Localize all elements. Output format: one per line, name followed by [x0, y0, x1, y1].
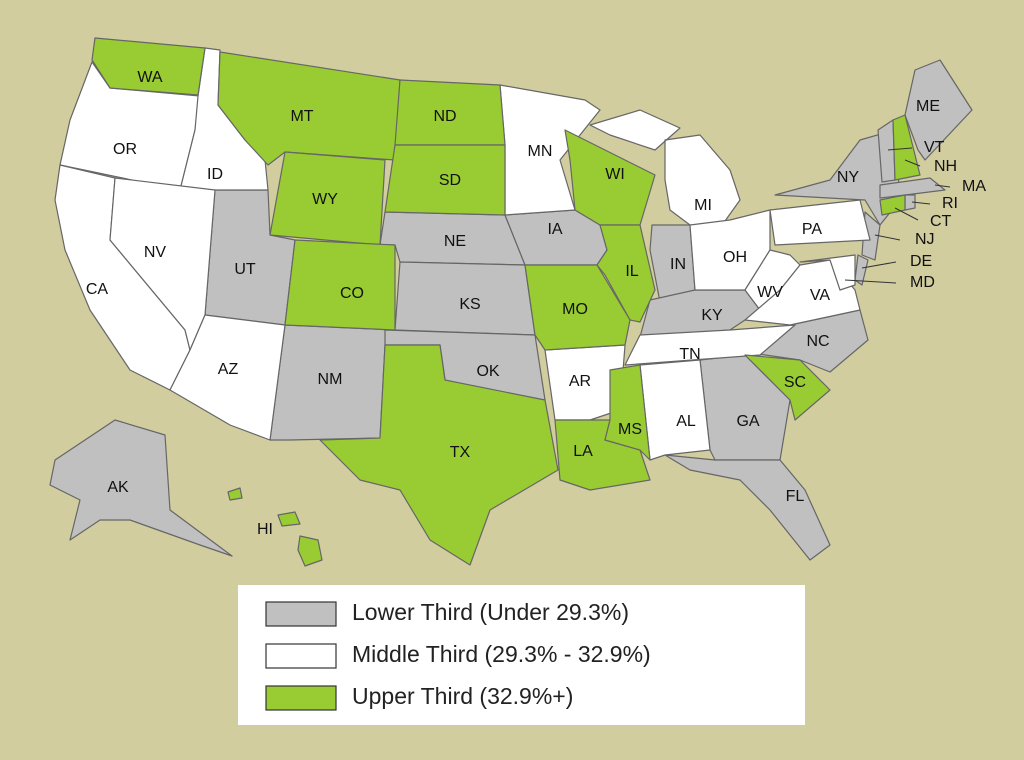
- state: [624, 324, 796, 366]
- state-label: NY: [837, 169, 860, 186]
- state-label: CA: [86, 281, 109, 298]
- state-label: ID: [207, 166, 223, 183]
- state-label: UT: [234, 261, 256, 278]
- state-label: MN: [528, 143, 553, 160]
- state-label: WY: [312, 191, 338, 208]
- state-label: VT: [924, 139, 945, 156]
- state: [854, 254, 869, 286]
- state-label: WA: [137, 69, 163, 86]
- leader-line: [861, 261, 897, 269]
- state-label: RI: [942, 195, 958, 212]
- state: [524, 264, 631, 351]
- state: [769, 199, 871, 246]
- state-label: TX: [450, 444, 471, 461]
- state-label: OK: [476, 363, 499, 380]
- state: [91, 37, 206, 96]
- state-label: MT: [290, 108, 313, 125]
- state-label: AZ: [218, 361, 239, 378]
- state: [664, 454, 831, 561]
- state-label: ME: [916, 98, 940, 115]
- leader-line: [894, 207, 919, 221]
- state-label: KY: [701, 307, 723, 324]
- state-label: DE: [910, 253, 932, 270]
- labels: UT NM NE KS OK IA IN KY NC GA FL NY ME MA VT RI NJ DE AK OR…: [86, 69, 986, 538]
- leader-line: [911, 201, 931, 205]
- state-label: NH: [934, 158, 957, 175]
- state-label: LA: [573, 443, 593, 460]
- state-label: HI: [257, 521, 273, 538]
- state-label: WV: [757, 284, 783, 301]
- state-label: OR: [113, 141, 137, 158]
- leader-line: [887, 147, 913, 151]
- state: [227, 487, 323, 567]
- state-label: VA: [810, 287, 830, 304]
- state-label: IN: [670, 256, 686, 273]
- legend-label: Upper Third (32.9%+): [352, 683, 573, 709]
- state: [284, 239, 396, 331]
- state-label: NM: [318, 371, 343, 388]
- state-label: AL: [676, 413, 696, 430]
- state-label: IL: [625, 263, 638, 280]
- state-label: CT: [930, 213, 952, 230]
- state-label: GA: [736, 413, 759, 430]
- state-label: NC: [806, 333, 829, 350]
- state-label: KS: [459, 296, 480, 313]
- state-label: NJ: [915, 231, 935, 248]
- state-label: SC: [784, 374, 806, 391]
- state-label: PA: [802, 221, 822, 238]
- state: [879, 177, 946, 199]
- state-label: MS: [618, 421, 642, 438]
- state-label: OH: [723, 249, 747, 266]
- state-label: AR: [569, 373, 591, 390]
- state: [799, 254, 856, 291]
- leader-line: [844, 279, 897, 284]
- state-label: MI: [694, 197, 712, 214]
- legend-swatch: [265, 643, 337, 669]
- state: [384, 144, 506, 216]
- state-label: FL: [786, 488, 805, 505]
- state: [639, 359, 711, 461]
- leader-line: [874, 234, 901, 241]
- state-label: MD: [910, 274, 935, 291]
- state-label: MA: [962, 178, 986, 195]
- leader-line: [904, 159, 921, 167]
- state: [319, 344, 559, 566]
- leader-line: [934, 184, 951, 188]
- state-label: SD: [439, 172, 461, 189]
- legend-label: Lower Third (Under 29.3%): [352, 599, 629, 625]
- legend: Lower Third (Under 29.3%) Middle Third (2…: [265, 599, 651, 711]
- state-label: WI: [605, 166, 625, 183]
- state: [49, 419, 233, 557]
- legend-label: Middle Third (29.3% - 32.9%): [352, 641, 651, 667]
- state-label: CO: [340, 285, 364, 302]
- state-label: AK: [107, 479, 129, 496]
- state-label: MO: [562, 301, 588, 318]
- state: [744, 354, 831, 421]
- state-label: IA: [547, 221, 562, 238]
- state-label: NE: [444, 233, 466, 250]
- states: [49, 37, 973, 567]
- state: [604, 364, 651, 461]
- state-label: TN: [679, 346, 700, 363]
- state-label: NV: [144, 244, 167, 261]
- state: [904, 59, 973, 161]
- legend-swatch: [265, 685, 337, 711]
- state-label: ND: [433, 108, 456, 125]
- legend-swatch: [265, 601, 337, 627]
